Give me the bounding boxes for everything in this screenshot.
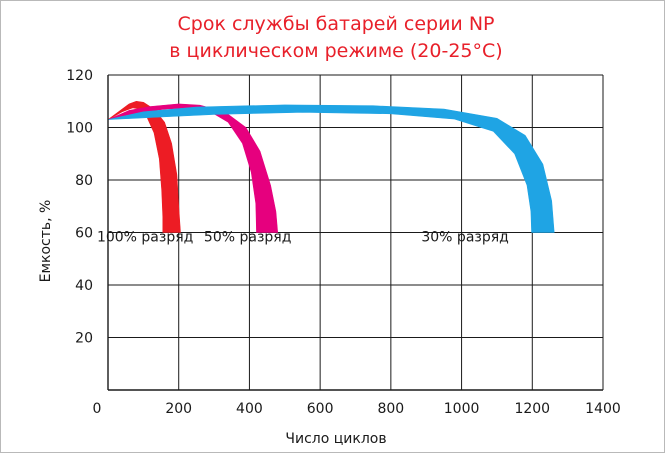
series-annotation-1: 100% разряд (97, 230, 193, 246)
y-tick-label-120: 120 (66, 68, 93, 84)
axes (107, 75, 603, 391)
x-tick-label-800: 800 (377, 401, 404, 417)
x-tick-label-1400: 1400 (585, 401, 621, 417)
annotations: 100% разряд 50% разряд 30% разряд (97, 230, 509, 246)
x-tick-label-200: 200 (165, 401, 192, 417)
series-band-1 (107, 101, 181, 233)
tick-labels: 0 200 400 600 800 1000 1200 1400 20 40 60 80 100 120 (66, 68, 621, 417)
chart-title-line-1: Срок службы батарей серии NP (178, 13, 495, 35)
x-axis-label: Число циклов (285, 431, 386, 447)
y-tick-label-20: 20 (75, 331, 93, 347)
series-band-3 (107, 104, 555, 233)
series-band-2 (107, 103, 278, 233)
x-tick-label-0: 0 (93, 401, 102, 417)
y-tick-label-80: 80 (75, 173, 93, 189)
x-tick-label-1000: 1000 (444, 401, 480, 417)
x-tick-label-400: 400 (236, 401, 263, 417)
y-tick-label-60: 60 (75, 226, 93, 242)
y-tick-label-40: 40 (75, 278, 93, 294)
y-tick-label-100: 100 (66, 121, 93, 137)
series-annotation-3: 30% разряд (421, 230, 508, 246)
x-tick-label-600: 600 (307, 401, 334, 417)
y-axis-label: Емкость, % (38, 200, 54, 283)
x-tick-label-1200: 1200 (514, 401, 550, 417)
series-layer (107, 101, 555, 233)
chart-title-line-2: в циклическом режиме (20-25°С) (169, 40, 502, 62)
grid (108, 74, 604, 390)
series-annotation-2: 50% разряд (204, 230, 291, 246)
